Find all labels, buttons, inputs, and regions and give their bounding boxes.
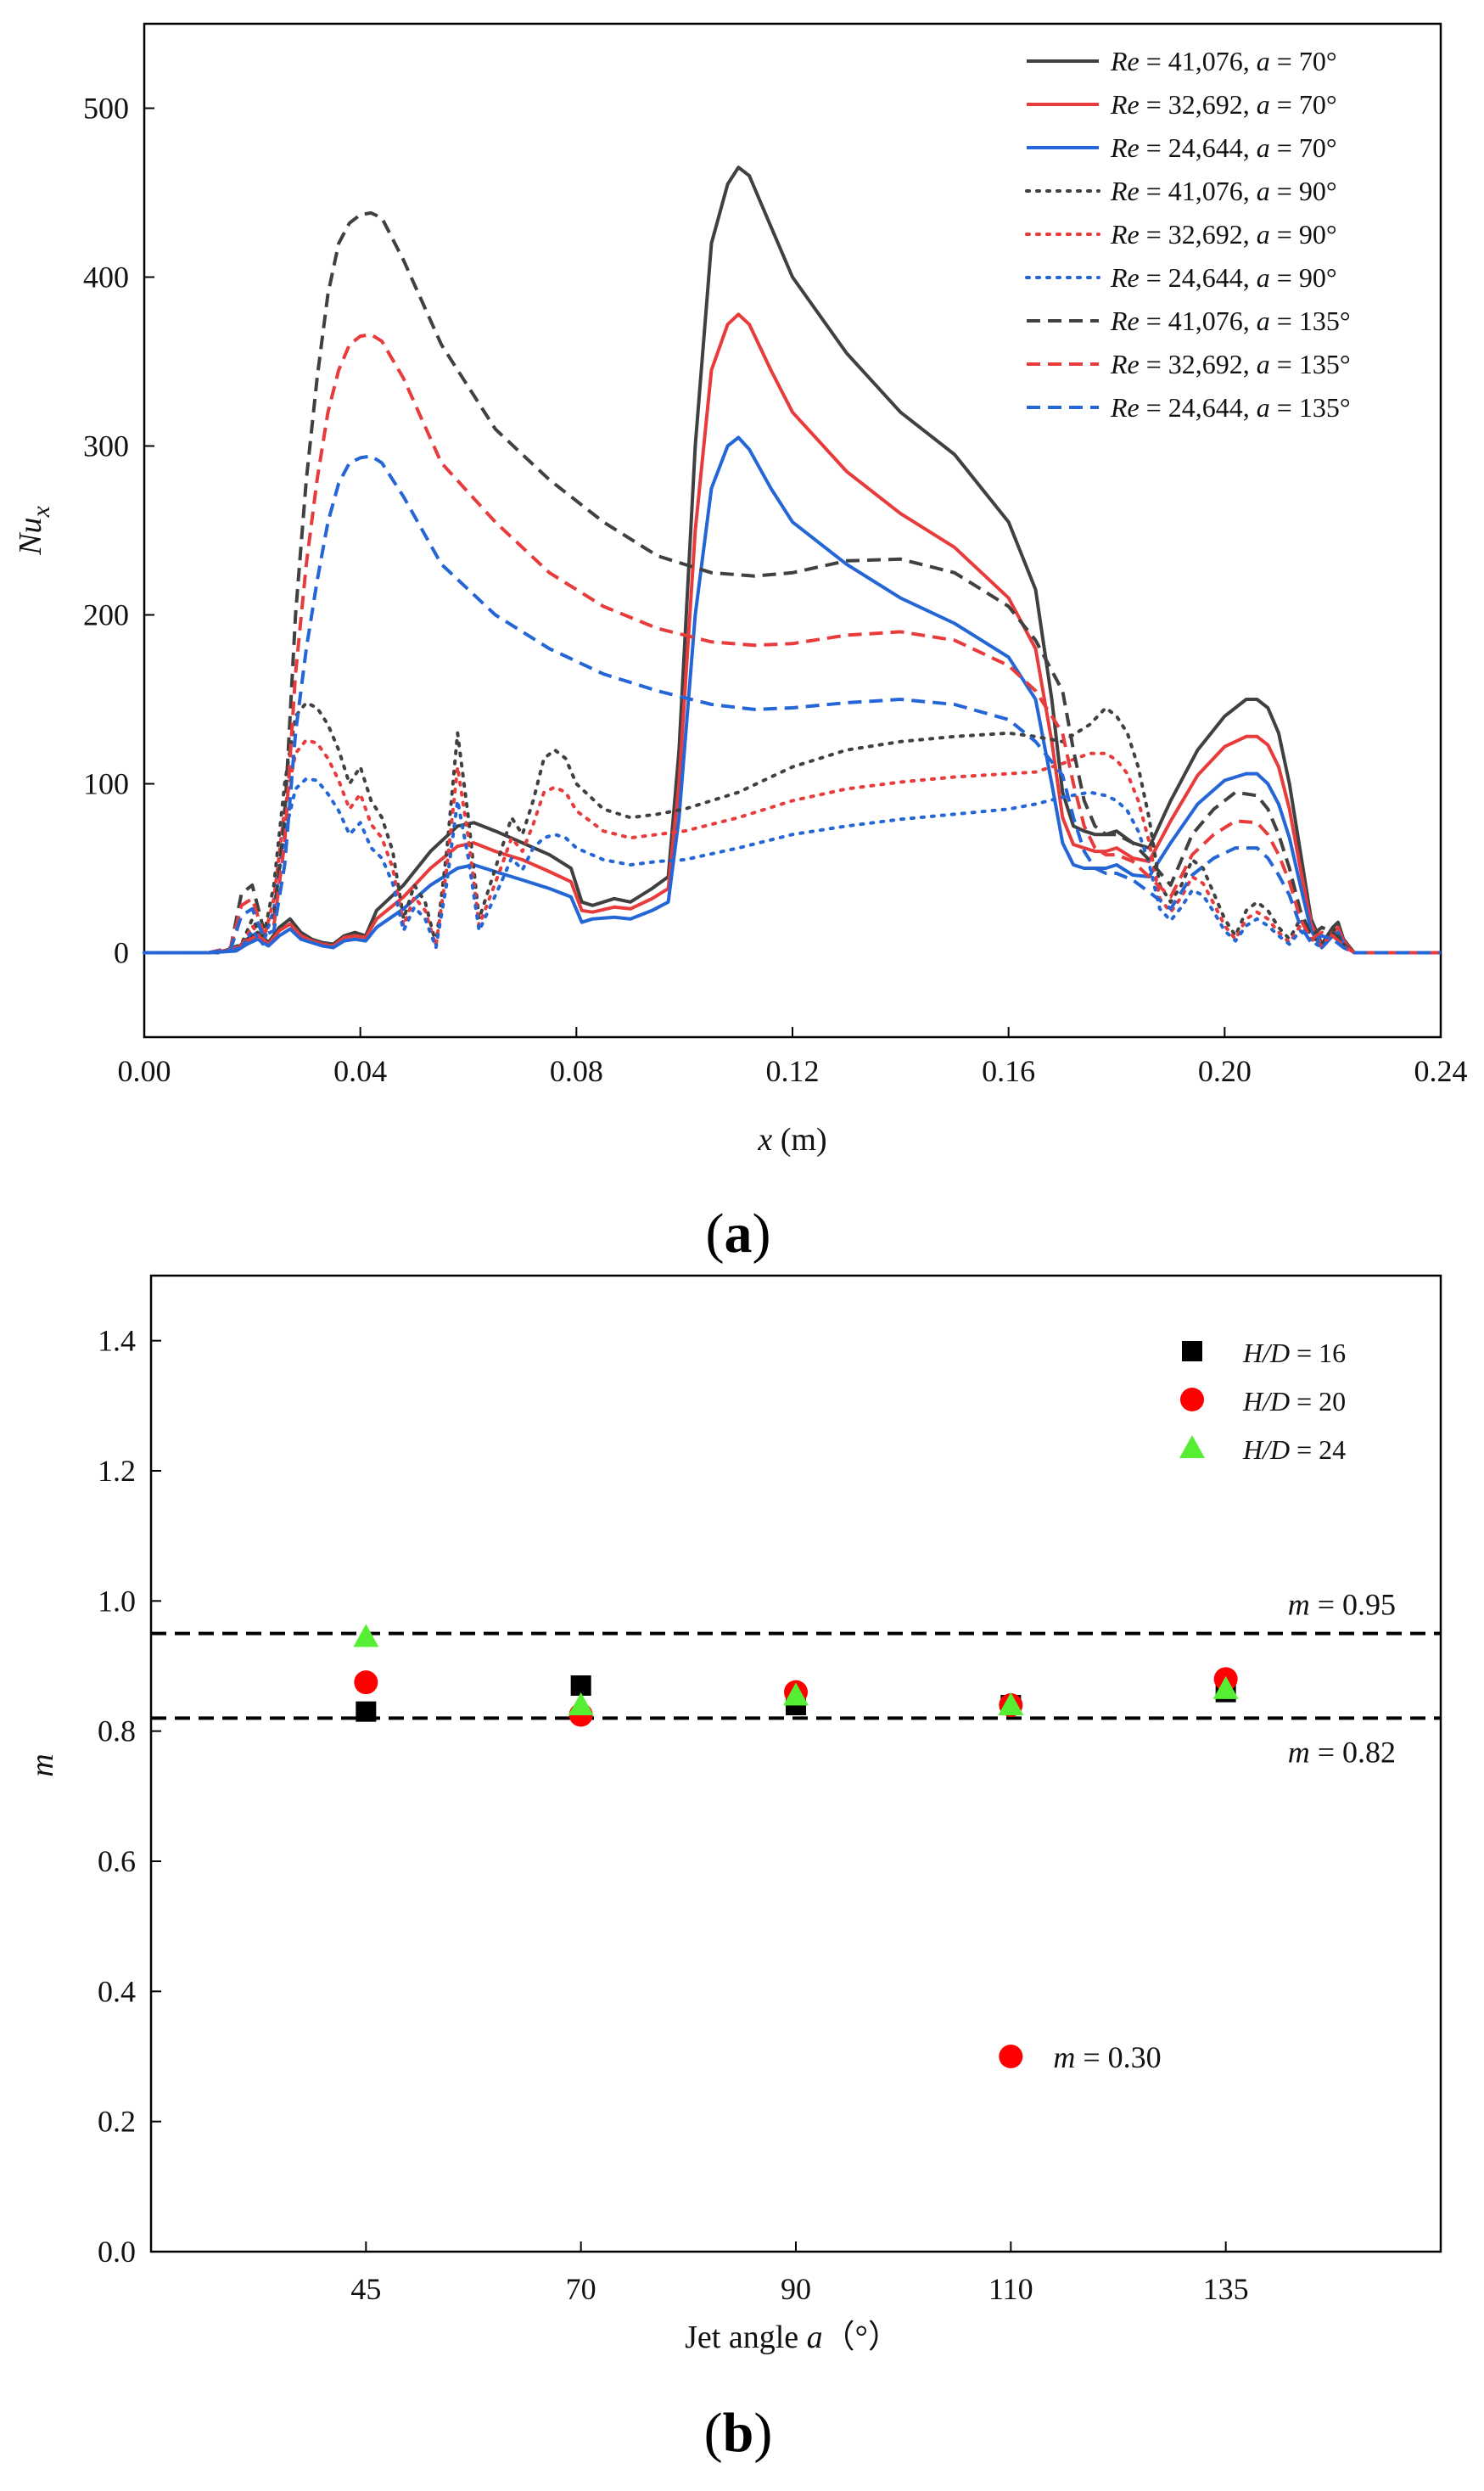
legend-label-4: Re = 41,076, a = 90° [1110, 176, 1337, 206]
y-tick-label-b: 0.2 [98, 2105, 136, 2139]
x-tick-label-b: 135 [1203, 2272, 1249, 2306]
x-axis-title-a: x (m) [757, 1122, 826, 1158]
legend-marker-b-1 [1182, 1341, 1202, 1361]
point-triangle-135 [1212, 1675, 1239, 1699]
annotation-marker [999, 2045, 1023, 2068]
panel-label-a: (a) [706, 1203, 771, 1265]
legend-label-b-2: H/D = 20 [1242, 1386, 1346, 1417]
annotation-label: m = 0.30 [1053, 2040, 1161, 2074]
x-tick-label-b: 70 [566, 2272, 596, 2306]
y-tick-label-b: 0.6 [98, 1844, 136, 1878]
x-tick-label-a: 0.04 [333, 1054, 387, 1088]
legend-label-5: Re = 32,692, a = 90° [1110, 219, 1337, 250]
x-tick-label-a: 0.20 [1198, 1054, 1252, 1088]
legend-label-8: Re = 32,692, a = 135° [1110, 349, 1351, 379]
reference-label-2: m = 0.82 [1288, 1735, 1396, 1769]
x-tick-label-a: 0.16 [982, 1054, 1035, 1088]
point-triangle-90 [783, 1682, 809, 1706]
y-tick-label-b: 1.4 [98, 1324, 136, 1358]
point-triangle-110 [998, 1692, 1024, 1715]
series-line-3 [144, 435, 1441, 955]
series-line-4 [143, 701, 1442, 955]
plot-area-b [149, 1274, 1442, 2253]
tick-marks-a [143, 107, 1442, 1037]
y-tick-label-a: 200 [83, 598, 129, 632]
y-tick-label-b: 1.0 [98, 1584, 136, 1618]
y-tick-label-a: 300 [83, 429, 129, 463]
legend-label-7: Re = 41,076, a = 135° [1110, 306, 1351, 336]
reference-label-1: m = 0.95 [1288, 1588, 1396, 1622]
point-triangle-45 [353, 1624, 379, 1647]
point-circle-45 [354, 1670, 378, 1695]
legend-b: H/D = 16 H/D = 20 H/D = 24 [1179, 1338, 1346, 1465]
legend-marker-b-2 [1180, 1388, 1204, 1411]
y-tick-label-b: 0.0 [98, 2235, 136, 2269]
x-tick-label-b: 110 [988, 2272, 1033, 2306]
x-tick-label-a: 0.12 [766, 1054, 820, 1088]
series-line-5 [143, 738, 1442, 955]
legend-label-2: Re = 32,692, a = 70° [1110, 89, 1337, 120]
series-line-8 [144, 333, 1441, 955]
legend-label-3: Re = 24,644, a = 70° [1110, 132, 1337, 163]
data-points-b [353, 1624, 1239, 1727]
tick-labels-a: 0.00 0.04 0.08 0.12 0.16 0.20 0.24 0 100 200 300 40… [83, 92, 1468, 1089]
x-tick-label-a: 0.24 [1414, 1054, 1468, 1088]
chart-nusselt-vs-x: 0.00 0.04 0.08 0.12 0.16 0.20 0.24 0 100 200 300 40… [13, 22, 1468, 1265]
plot-area-a [143, 22, 1442, 1039]
y-tick-label-a: 500 [83, 92, 129, 126]
y-axis-title-b: m [25, 1753, 60, 1776]
y-tick-label-a: 400 [83, 261, 129, 295]
series-line-6 [143, 777, 1442, 955]
y-tick-label-b: 0.4 [98, 1974, 136, 2008]
legend-label-b-3: H/D = 24 [1242, 1434, 1346, 1465]
legend-marker-b-3 [1179, 1435, 1205, 1458]
series-line-9 [144, 454, 1441, 955]
series-line-7 [144, 210, 1441, 955]
y-tick-label-b: 1.2 [98, 1454, 136, 1488]
x-axis-title-b: Jet angle a（°） [685, 2320, 900, 2355]
y-axis-title-a: Nux [13, 505, 55, 555]
tick-labels-b: 45 70 90 110 135 0.0 0.2 0.4 0.6 0.8 1.0 1.2 1.4 [98, 1324, 1249, 2306]
y-tick-label-a: 0 [114, 936, 129, 970]
annotation-b: m = 0.30 [999, 2040, 1162, 2074]
legend-label-1: Re = 41,076, a = 70° [1110, 46, 1337, 76]
y-tick-label-b: 0.8 [98, 1714, 136, 1748]
legend-a: Re = 41,076, a = 70° Re = 32,692, a = 70°… [1025, 46, 1351, 423]
x-tick-label-b: 45 [350, 2272, 381, 2306]
chart-m-vs-jet-angle: 45 70 90 110 135 0.0 0.2 0.4 0.6 0.8 1.0 1.2 1.4 m =… [25, 1274, 1442, 2464]
point-square-45 [356, 1701, 377, 1722]
legend-label-6: Re = 24,644, a = 90° [1110, 262, 1337, 293]
point-triangle-70 [568, 1692, 594, 1715]
x-tick-label-a: 0.00 [118, 1054, 171, 1088]
x-tick-label-b: 90 [781, 2272, 811, 2306]
series-lines-a [143, 166, 1442, 955]
x-tick-label-a: 0.08 [550, 1054, 603, 1088]
legend-label-b-1: H/D = 16 [1242, 1338, 1346, 1368]
y-tick-label-a: 100 [83, 767, 129, 801]
legend-label-9: Re = 24,644, a = 135° [1110, 392, 1351, 423]
tick-marks-b [151, 1339, 1227, 2253]
panel-label-b: (b) [704, 2402, 773, 2464]
